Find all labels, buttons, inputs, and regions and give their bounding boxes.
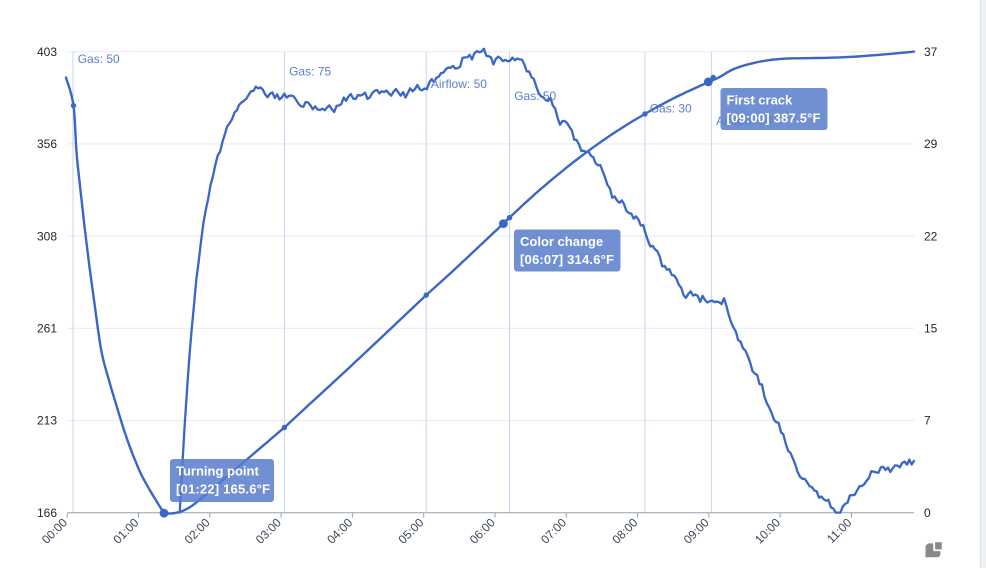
svg-text:22: 22 — [924, 229, 938, 243]
svg-text:[09:00] 387.5°F: [09:00] 387.5°F — [727, 110, 821, 125]
svg-text:First crack: First crack — [727, 92, 794, 107]
svg-text:[01:22] 165.6°F: [01:22] 165.6°F — [176, 481, 270, 496]
svg-text:Gas: 30: Gas: 30 — [650, 101, 692, 115]
svg-text:29: 29 — [924, 137, 938, 151]
svg-text:37: 37 — [924, 45, 938, 59]
svg-text:Turning point: Turning point — [176, 463, 259, 478]
svg-text:Airflow: 50: Airflow: 50 — [431, 77, 487, 91]
svg-text:403: 403 — [37, 45, 57, 59]
svg-text:15: 15 — [924, 322, 938, 336]
svg-text:Gas: 50: Gas: 50 — [78, 52, 120, 66]
svg-text:0: 0 — [924, 506, 931, 520]
svg-text:Gas: 75: Gas: 75 — [289, 64, 331, 78]
svg-text:356: 356 — [37, 137, 57, 151]
svg-text:308: 308 — [37, 229, 57, 243]
svg-text:213: 213 — [37, 414, 57, 428]
svg-text:261: 261 — [37, 322, 57, 336]
svg-text:Gas: 50: Gas: 50 — [514, 89, 556, 103]
svg-text:Color change: Color change — [520, 234, 603, 249]
svg-text:166: 166 — [37, 506, 57, 520]
svg-text:[06:07] 314.6°F: [06:07] 314.6°F — [520, 252, 614, 267]
svg-text:7: 7 — [924, 414, 931, 428]
